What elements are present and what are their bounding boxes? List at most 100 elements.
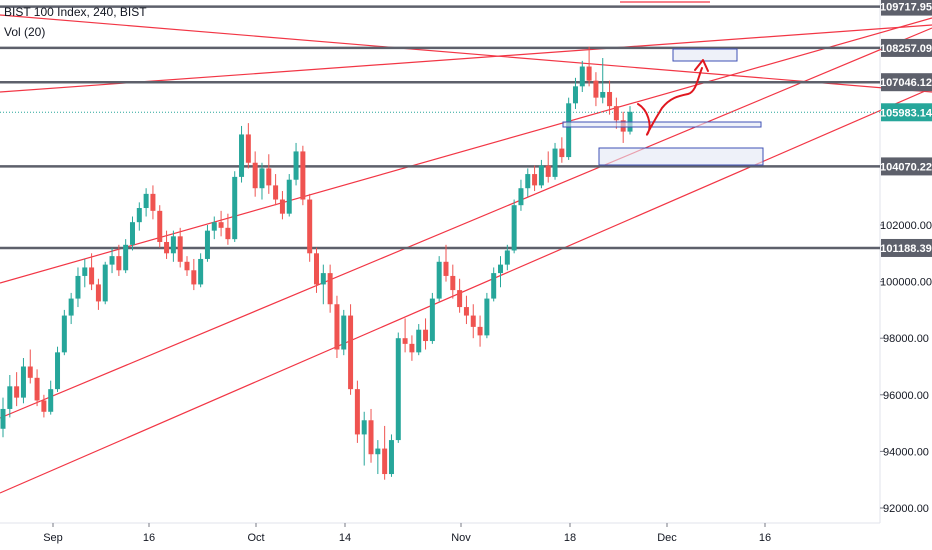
candle-body-86 xyxy=(579,66,585,87)
price-level-tag-1 xyxy=(881,0,932,16)
candle-body-32 xyxy=(211,222,217,231)
x-tick-label-1: Sep xyxy=(43,532,63,544)
support-box xyxy=(598,147,764,166)
candle-body-1 xyxy=(0,408,6,429)
candle-body-81 xyxy=(545,165,551,177)
candle-body-22 xyxy=(143,193,149,209)
candle-body-10 xyxy=(61,315,67,353)
candle-body-60 xyxy=(402,338,408,344)
y-tick-label-2: 94000.00 xyxy=(883,446,929,458)
candle-body-5 xyxy=(27,366,33,378)
candle-body-21 xyxy=(136,208,142,223)
candle-body-44 xyxy=(293,151,299,180)
candle-body-28 xyxy=(184,261,190,271)
candle-body-82 xyxy=(552,148,558,177)
price-level-tag-4 xyxy=(881,157,932,176)
candle-body-2 xyxy=(7,386,13,409)
candle-body-37 xyxy=(245,134,251,163)
price-level-label-3: 107046.12 xyxy=(880,77,932,89)
candle-body-70 xyxy=(470,315,476,327)
legend-volume: Vol (20) xyxy=(4,25,46,39)
current-price-label: 105983.14 xyxy=(880,107,932,119)
candle-body-78 xyxy=(525,174,531,189)
target-box xyxy=(672,48,738,62)
projection-path xyxy=(637,67,703,136)
candle-body-47 xyxy=(314,253,319,285)
candle-body-9 xyxy=(55,352,61,390)
candle-body-33 xyxy=(218,222,224,228)
candle-body-23 xyxy=(150,193,156,211)
candle-body-8 xyxy=(48,389,54,412)
candle-body-29 xyxy=(191,270,197,285)
candle-body-4 xyxy=(20,366,26,398)
candle-body-11 xyxy=(68,298,74,316)
candle-body-15 xyxy=(95,284,101,302)
current-price-tag xyxy=(881,103,932,122)
trend-line-2 xyxy=(0,24,932,93)
candle-body-13 xyxy=(82,267,88,276)
candle-body-20 xyxy=(129,222,135,245)
candle-body-34 xyxy=(225,227,231,240)
candle-body-19 xyxy=(123,244,129,271)
candle-body-53 xyxy=(354,389,360,435)
candle-body-74 xyxy=(498,264,504,274)
x-tick-label-7: Dec xyxy=(657,532,677,544)
candle-body-71 xyxy=(477,326,483,336)
candle-body-38 xyxy=(252,162,258,189)
candle-body-72 xyxy=(484,298,490,336)
candle-body-67 xyxy=(450,275,456,291)
candle-body-3 xyxy=(14,386,20,398)
candle-body-85 xyxy=(572,86,578,104)
x-tick-label-5: Nov xyxy=(451,532,471,544)
candle-body-43 xyxy=(286,179,292,214)
chart-legend: BIST 100 Index, 240, BIST Vol (20) xyxy=(4,2,147,42)
candle-body-31 xyxy=(204,230,210,259)
candle-body-16 xyxy=(102,264,108,302)
candle-body-46 xyxy=(307,199,313,254)
candle-body-76 xyxy=(511,205,517,251)
candle-body-83 xyxy=(559,148,565,158)
candle-body-27 xyxy=(177,236,183,262)
candle-body-14 xyxy=(89,267,95,285)
candle-body-24 xyxy=(157,210,163,242)
y-tick-label-5: 100000.00 xyxy=(880,277,932,289)
candle-body-7 xyxy=(41,400,47,412)
candle-body-39 xyxy=(259,168,265,189)
y-tick-label-3: 96000.00 xyxy=(883,390,929,402)
y-tick-label-4: 98000.00 xyxy=(883,333,929,345)
candle-body-62 xyxy=(416,329,422,353)
candle-body-64 xyxy=(429,298,435,342)
candle-body-26 xyxy=(170,236,176,254)
x-tick-label-6: 18 xyxy=(564,532,576,544)
candle-body-41 xyxy=(273,185,279,200)
x-tick-label-4: 14 xyxy=(339,532,351,544)
candle-body-12 xyxy=(75,275,81,299)
candle-body-84 xyxy=(566,103,572,158)
candle-body-36 xyxy=(239,134,245,177)
candle-body-6 xyxy=(34,377,40,401)
candle-body-25 xyxy=(164,241,170,254)
resistance-box xyxy=(562,121,762,128)
candle-body-68 xyxy=(457,290,463,308)
candle-body-90 xyxy=(607,91,613,107)
candle-body-51 xyxy=(341,315,347,350)
candle-body-40 xyxy=(266,168,272,186)
price-level-label-4: 104070.22 xyxy=(880,161,932,173)
candle-body-35 xyxy=(232,176,238,240)
candle-body-89 xyxy=(600,91,606,98)
trend-line-4 xyxy=(0,87,932,494)
candle-body-58 xyxy=(388,440,394,475)
candle-body-88 xyxy=(593,80,599,98)
candle-body-80 xyxy=(538,165,544,186)
price-level-tag-5 xyxy=(881,238,932,257)
x-tick-label-8: 16 xyxy=(759,532,771,544)
candle-body-49 xyxy=(327,273,333,305)
candle-body-48 xyxy=(320,273,326,285)
x-tick-label-3: Oct xyxy=(247,532,264,544)
candle-body-87 xyxy=(586,66,592,81)
price-level-label-1: 109717.95 xyxy=(880,2,932,14)
projection-arrow-head xyxy=(694,59,709,72)
candle-body-42 xyxy=(279,199,285,214)
